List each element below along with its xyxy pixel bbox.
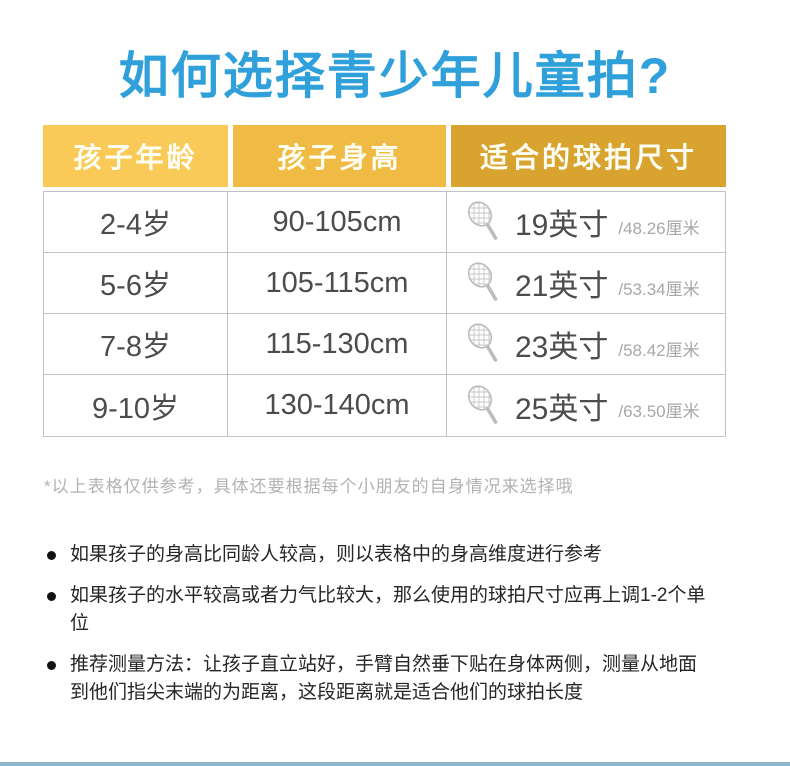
size-inches: 25英寸 [515,392,609,426]
height-cell: 105-115cm [228,253,447,313]
age-cell: 7-8岁 [44,314,228,374]
size-cell: 21英寸 /53.34厘米 [447,253,725,313]
size-cm: /53.34厘米 [618,279,700,299]
height-cell: 90-105cm [228,192,447,252]
age-cell: 9-10岁 [44,375,228,436]
size-inches: 23英寸 [515,331,609,364]
size-cm: /63.50厘米 [618,402,700,421]
table-header-row: 孩子年龄 孩子身高 适合的球拍尺寸 [43,125,726,187]
tennis-racket-icon [465,321,501,367]
table-row: 5-6岁 105-115cm 21英寸 /53 [44,253,725,314]
tennis-racket-icon [465,382,501,429]
size-cell: 23英寸 /58.42厘米 [447,314,725,374]
list-item: 如果孩子的身高比同龄人较高，则以表格中的身高维度进行参考 [47,541,747,569]
tips-list: 如果孩子的身高比同龄人较高，则以表格中的身高维度进行参考 如果孩子的水平较高或者… [47,541,747,720]
tennis-racket-icon [465,260,501,306]
table-row: 2-4岁 90-105cm 19英寸 /48. [44,192,725,253]
size-cell: 25英寸 /63.50厘米 [447,375,725,436]
header-cell-child-height: 孩子身高 [233,125,446,187]
table-body: 2-4岁 90-105cm 19英寸 /48. [43,191,726,437]
table-row: 9-10岁 130-140cm 25英寸 /6 [44,375,725,436]
racket-size-table: 孩子年龄 孩子身高 适合的球拍尺寸 2-4岁 90-105cm [43,125,726,437]
list-item: 推荐测量方法：让孩子直立站好，手臂自然垂下贴在身体两侧，测量从地面到他们指尖末端… [47,651,747,707]
tip-text: 推荐测量方法：让孩子直立站好，手臂自然垂下贴在身体两侧，测量从地面到他们指尖末端… [70,654,698,703]
tip-text: 如果孩子的身高比同龄人较高，则以表格中的身高维度进行参考 [70,544,603,565]
size-cell: 19英寸 /48.26厘米 [447,192,725,252]
list-item: 如果孩子的水平较高或者力气比较大，那么使用的球拍尺寸应再上调1-2个单位 [47,582,747,638]
header-cell-child-age: 孩子年龄 [43,125,228,187]
height-cell: 130-140cm [228,375,447,436]
table-footnote: *以上表格仅供参考，具体还要根据每个小朋友的自身情况来选择哦 [44,477,574,496]
size-cm: /58.42厘米 [618,340,700,360]
bullet-dot-icon [47,551,56,560]
tennis-racket-icon [465,199,501,245]
bullet-dot-icon [47,661,56,670]
tip-text: 如果孩子的水平较高或者力气比较大，那么使用的球拍尺寸应再上调1-2个单位 [70,585,706,634]
size-inches: 21英寸 [515,270,609,303]
size-inches: 19英寸 [515,209,609,242]
header-cell-racket-size: 适合的球拍尺寸 [451,125,726,187]
age-cell: 5-6岁 [44,253,228,313]
height-cell: 115-130cm [228,314,447,374]
page-title: 如何选择青少年儿童拍? [118,48,672,104]
table-row: 7-8岁 115-130cm 23英寸 /58 [44,314,725,375]
age-cell: 2-4岁 [44,192,228,252]
bottom-accent-bar [0,762,790,766]
bullet-dot-icon [47,592,56,601]
size-cm: /48.26厘米 [618,218,700,238]
